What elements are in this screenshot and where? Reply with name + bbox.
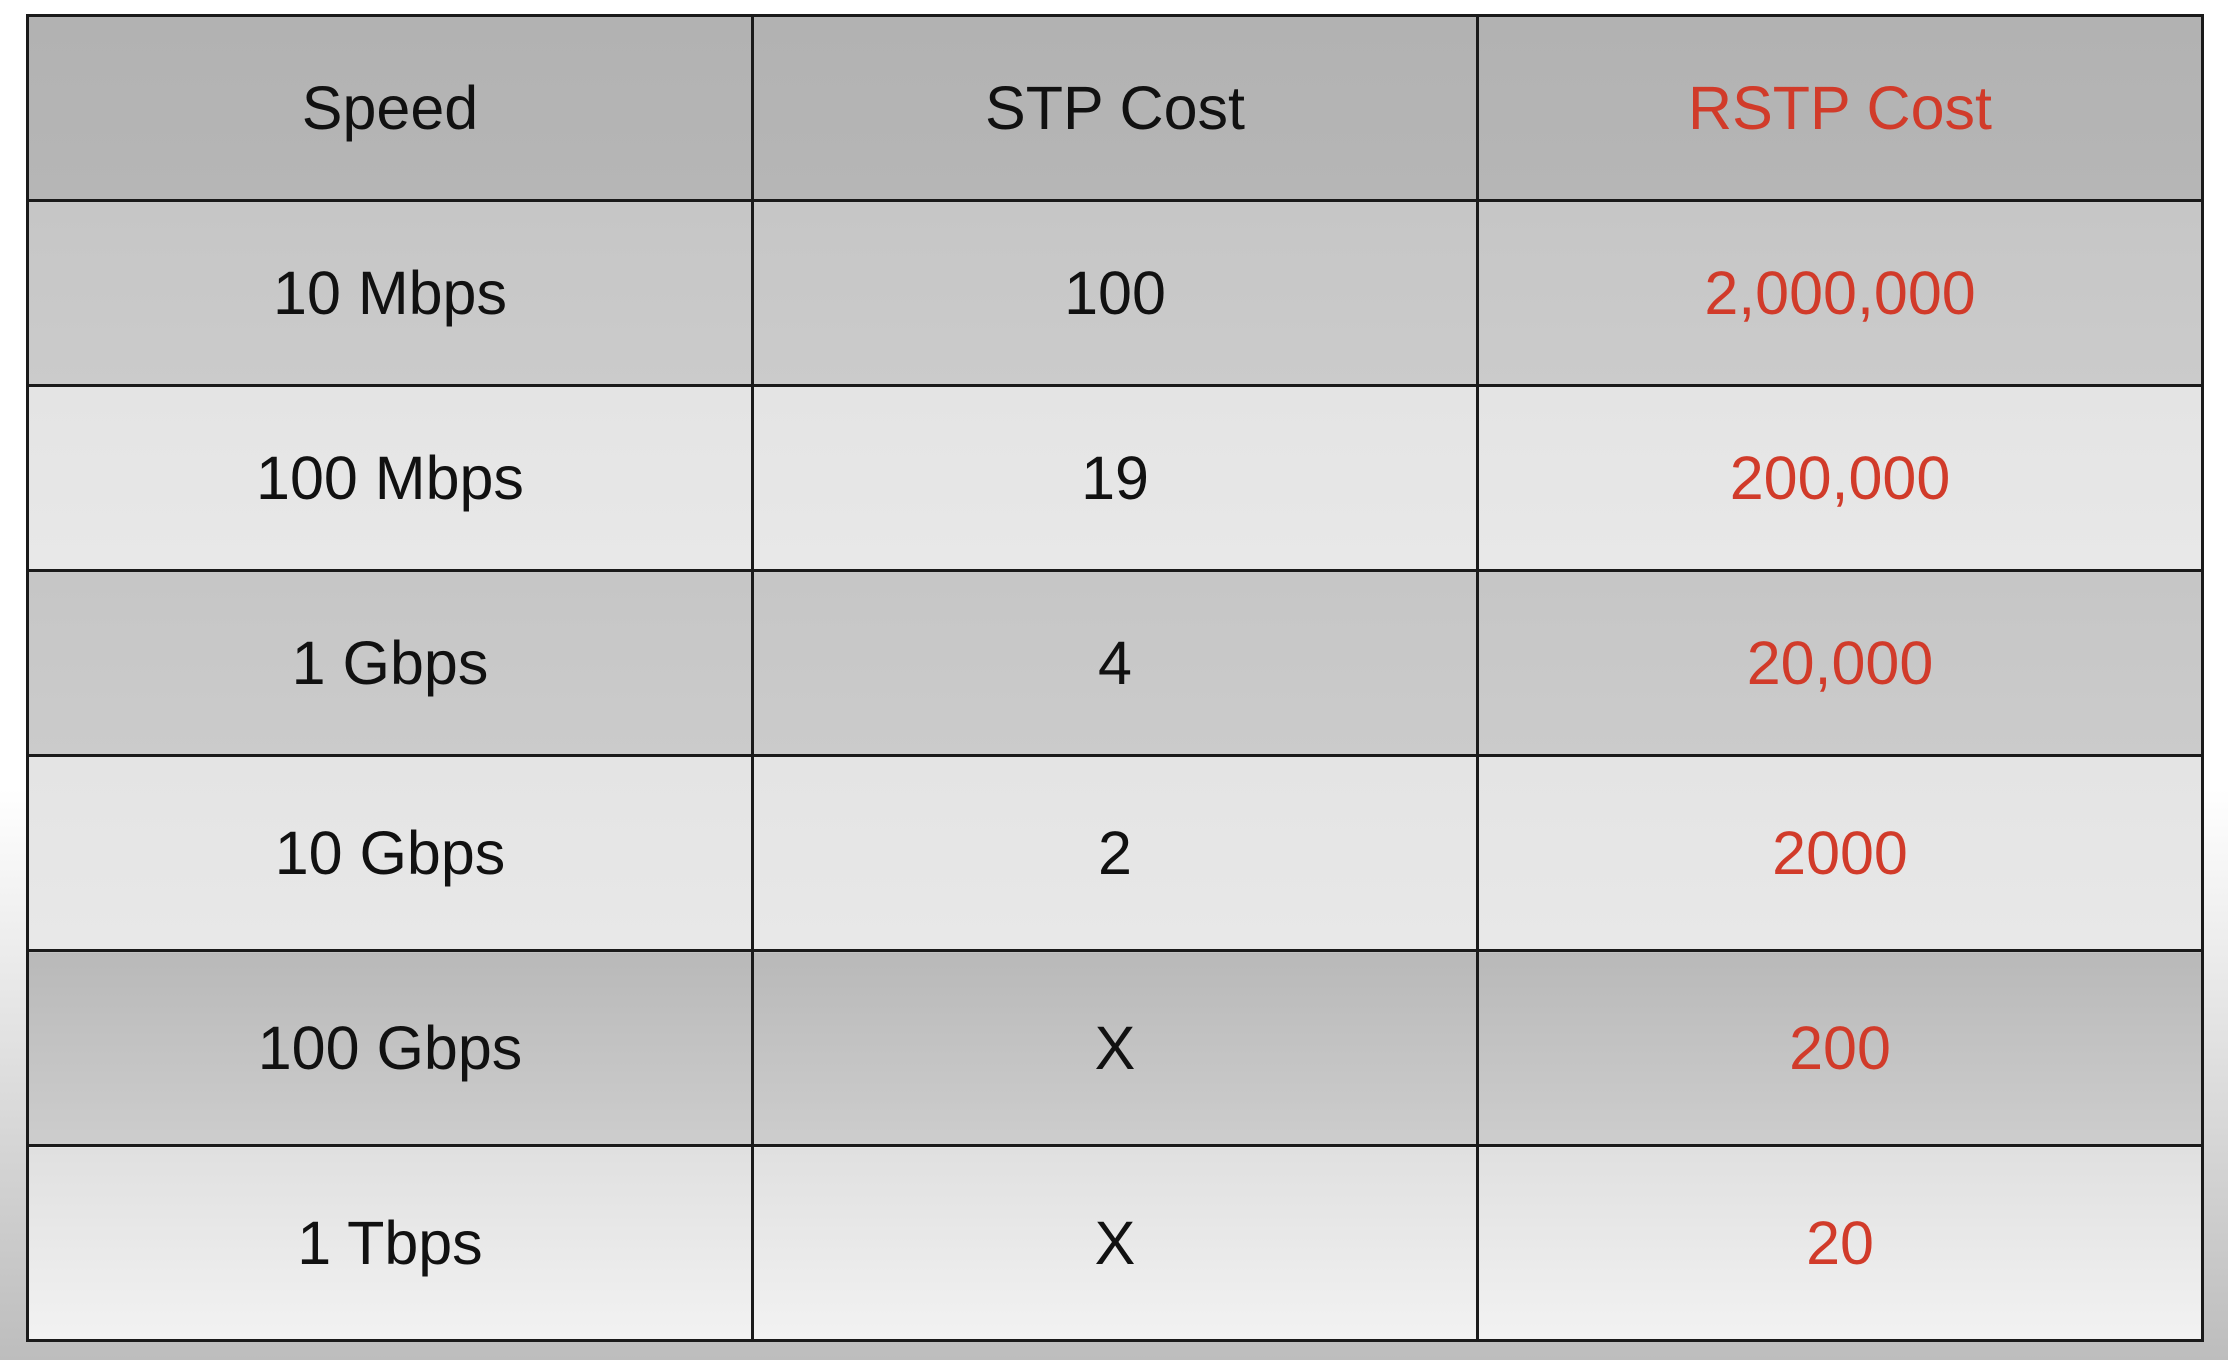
rstp-cost-cell: 2000 xyxy=(1476,754,2204,952)
table-header-row: Speed STP Cost RSTP Cost xyxy=(26,14,2204,202)
stp-cost-cell: 2 xyxy=(751,754,1479,952)
header-speed: Speed xyxy=(26,14,754,202)
rstp-cost-cell: 20,000 xyxy=(1476,569,2204,757)
table-row: 1 Tbps X 20 xyxy=(26,1144,2204,1342)
stp-cost-cell: X xyxy=(751,949,1479,1147)
table-row: 100 Mbps 19 200,000 xyxy=(26,384,2204,572)
cost-table-container: Speed STP Cost RSTP Cost 10 Mbps 100 2,0… xyxy=(26,14,2204,1342)
stp-cost-cell: 4 xyxy=(751,569,1479,757)
speed-cell: 10 Gbps xyxy=(26,754,754,952)
header-rstp-cost: RSTP Cost xyxy=(1476,14,2204,202)
speed-cell: 10 Mbps xyxy=(26,199,754,387)
stp-cost-cell: 19 xyxy=(751,384,1479,572)
table-row: 100 Gbps X 200 xyxy=(26,949,2204,1147)
table-row: 1 Gbps 4 20,000 xyxy=(26,569,2204,757)
rstp-cost-cell: 2,000,000 xyxy=(1476,199,2204,387)
rstp-cost-cell: 200,000 xyxy=(1476,384,2204,572)
stp-cost-cell: 100 xyxy=(751,199,1479,387)
table-row: 10 Mbps 100 2,000,000 xyxy=(26,199,2204,387)
speed-cell: 1 Gbps xyxy=(26,569,754,757)
rstp-cost-cell: 200 xyxy=(1476,949,2204,1147)
rstp-cost-cell: 20 xyxy=(1476,1144,2204,1342)
header-stp-cost: STP Cost xyxy=(751,14,1479,202)
speed-cell: 1 Tbps xyxy=(26,1144,754,1342)
stp-rstp-cost-table: Speed STP Cost RSTP Cost 10 Mbps 100 2,0… xyxy=(26,14,2204,1342)
speed-cell: 100 Mbps xyxy=(26,384,754,572)
stp-cost-cell: X xyxy=(751,1144,1479,1342)
table-row: 10 Gbps 2 2000 xyxy=(26,754,2204,952)
speed-cell: 100 Gbps xyxy=(26,949,754,1147)
